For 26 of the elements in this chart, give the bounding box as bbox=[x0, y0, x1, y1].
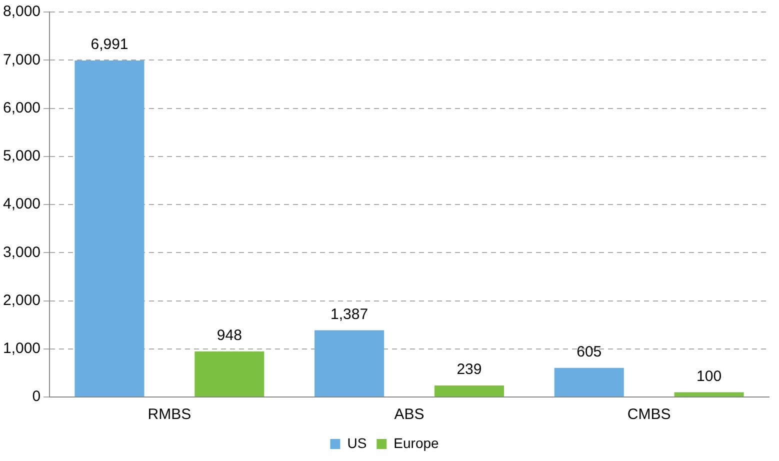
x-tick-label: CMBS bbox=[627, 406, 671, 424]
bar bbox=[74, 60, 144, 396]
data-label: 100 bbox=[696, 368, 722, 385]
bar bbox=[314, 330, 384, 396]
y-tick-label: 7,000 bbox=[2, 51, 41, 68]
y-tick-label: 2,000 bbox=[2, 292, 41, 309]
bar bbox=[194, 351, 264, 396]
legend-label: Europe bbox=[394, 434, 440, 451]
bar bbox=[674, 392, 744, 396]
y-tick-label: 6,000 bbox=[2, 99, 41, 116]
y-tick-label: 5,000 bbox=[2, 148, 41, 165]
y-tick-label: 4,000 bbox=[2, 196, 41, 213]
y-tick-label: 1,000 bbox=[2, 340, 41, 358]
bar bbox=[434, 386, 504, 396]
x-tick-label: RMBS bbox=[148, 406, 192, 424]
data-label: 948 bbox=[216, 327, 242, 344]
data-label: 239 bbox=[456, 361, 482, 378]
y-tick-label: 8,000 bbox=[2, 3, 41, 20]
y-tick-label: 3,000 bbox=[2, 244, 41, 261]
x-tick-label: ABS bbox=[394, 406, 424, 424]
data-label: 605 bbox=[576, 344, 602, 361]
y-tick-label: 0 bbox=[32, 388, 41, 406]
bar bbox=[554, 368, 624, 396]
legend-label: US bbox=[347, 434, 367, 451]
data-label: 6,991 bbox=[90, 36, 128, 54]
data-label: 1,387 bbox=[330, 306, 368, 323]
